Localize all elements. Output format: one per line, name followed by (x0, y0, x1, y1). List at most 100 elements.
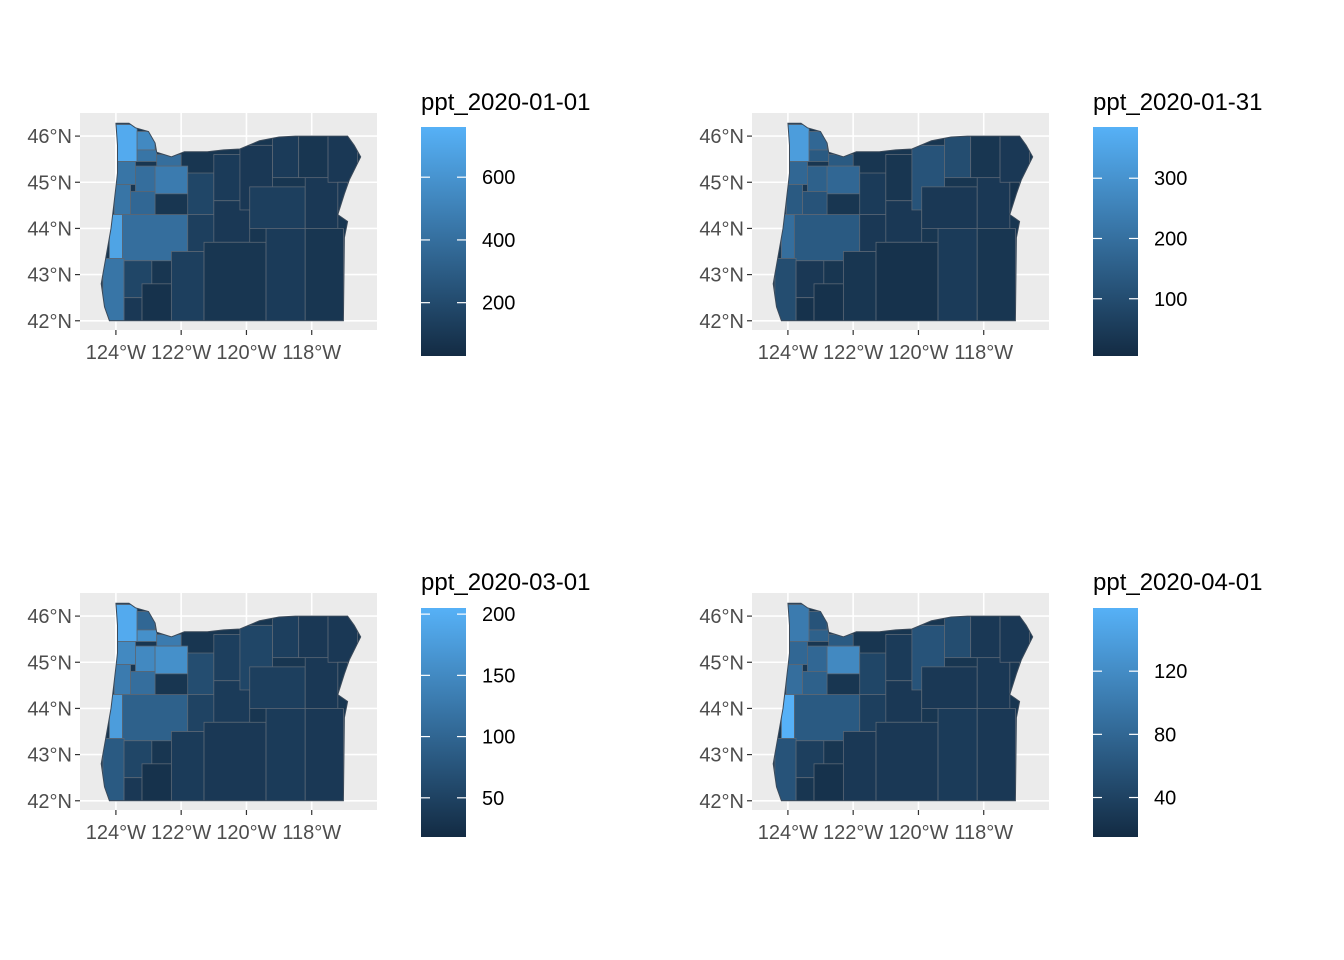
legend-3: ppt_2020-03-01 50 100 150 200 (421, 569, 590, 837)
x-tick-label: 124°W (758, 822, 818, 844)
x-tick-label: 124°W (86, 342, 146, 364)
county (875, 241, 939, 321)
county (802, 191, 828, 215)
legend-colorbar (1093, 608, 1138, 837)
y-tick-label: 42°N (699, 311, 744, 333)
county (842, 731, 877, 801)
county (298, 615, 329, 659)
y-tick-label: 44°N (699, 698, 744, 720)
county (187, 172, 215, 215)
legend-label: 200 (482, 293, 515, 315)
y-tick-label: 45°N (699, 172, 744, 194)
legend-label: 200 (1154, 228, 1187, 250)
y-tick-label: 45°N (27, 652, 72, 674)
county (813, 283, 844, 321)
legend-title: ppt_2020-03-01 (421, 569, 590, 596)
legend-label: 100 (1154, 289, 1187, 311)
county (249, 666, 306, 709)
county (808, 629, 830, 642)
legend-label: 80 (1154, 724, 1176, 746)
county (885, 154, 913, 202)
county (976, 228, 1016, 321)
x-tick-label: 118°W (282, 822, 341, 844)
legend-label: 100 (482, 727, 515, 749)
y-tick-label: 43°N (699, 265, 744, 287)
legend-colorbar (1093, 127, 1138, 356)
county (807, 165, 828, 192)
x-tick-label: 120°W (216, 822, 276, 844)
county (976, 652, 1011, 709)
legend-label: 400 (482, 230, 515, 252)
county (976, 708, 1016, 801)
county (808, 149, 830, 162)
county (842, 251, 877, 321)
county (249, 186, 306, 229)
map-panel-2: 124°W 122°W 120°W 118°W 42°N 43°N 44°N 45°N 46°N (699, 113, 1049, 364)
x-tick-label: 118°W (954, 822, 1013, 844)
x-tick-label: 122°W (151, 822, 211, 844)
county (921, 186, 978, 229)
legend-4: ppt_2020-04-01 40 80 120 (1093, 569, 1262, 837)
county (875, 721, 939, 801)
legend-1: ppt_2020-01-01 200 400 600 (421, 89, 590, 356)
county (135, 645, 156, 672)
y-tick-label: 42°N (699, 791, 744, 813)
map-panel-1: 124°W 122°W 120°W 118°W 42°N 43°N 44°N 45°N 46°N (27, 113, 377, 364)
x-tick-label: 120°W (888, 822, 948, 844)
county (304, 708, 344, 801)
county (807, 645, 828, 672)
county (859, 652, 887, 695)
y-tick-label: 44°N (27, 698, 72, 720)
legend-label: 150 (482, 665, 515, 687)
map-panel-4: 124°W 122°W 120°W 118°W 42°N 43°N 44°N 45°N 46°N (699, 593, 1049, 844)
county (170, 731, 205, 801)
county (970, 615, 1001, 659)
county (272, 615, 300, 659)
state-outline (772, 122, 1034, 322)
county (113, 184, 131, 215)
legend-label: 300 (1154, 168, 1187, 190)
state-outline (100, 602, 362, 802)
y-tick-label: 44°N (27, 218, 72, 240)
county (944, 615, 972, 659)
county (937, 228, 978, 321)
county (136, 629, 158, 642)
legend-label: 120 (1154, 661, 1187, 683)
county (885, 634, 913, 682)
y-tick-label: 42°N (27, 311, 72, 333)
county (170, 251, 205, 321)
county (203, 721, 267, 801)
county (265, 708, 306, 801)
state-outline (100, 122, 362, 322)
county (304, 228, 344, 321)
county-layer (773, 603, 1033, 801)
y-tick-label: 43°N (699, 745, 744, 767)
legend-colorbar (421, 608, 466, 837)
y-tick-label: 45°N (699, 652, 744, 674)
y-tick-label: 43°N (27, 745, 72, 767)
y-tick-label: 46°N (27, 606, 72, 628)
county (802, 671, 828, 695)
county (785, 664, 803, 695)
x-tick-label: 118°W (282, 342, 341, 364)
x-tick-label: 122°W (823, 822, 883, 844)
y-tick-label: 43°N (27, 265, 72, 287)
county (272, 135, 300, 179)
county (213, 634, 241, 682)
county (135, 165, 156, 192)
legend-label: 200 (482, 604, 515, 626)
map-panel-3: 124°W 122°W 120°W 118°W 42°N 43°N 44°N 45°N 46°N (27, 593, 377, 844)
county (265, 228, 306, 321)
county (203, 241, 267, 321)
county (785, 184, 803, 215)
county-layer (101, 603, 361, 801)
x-tick-label: 124°W (758, 342, 818, 364)
y-tick-label: 46°N (699, 606, 744, 628)
x-tick-label: 118°W (954, 342, 1013, 364)
y-tick-label: 46°N (699, 126, 744, 148)
county (141, 283, 172, 321)
county (123, 777, 143, 801)
county (813, 763, 844, 801)
y-tick-label: 46°N (27, 126, 72, 148)
